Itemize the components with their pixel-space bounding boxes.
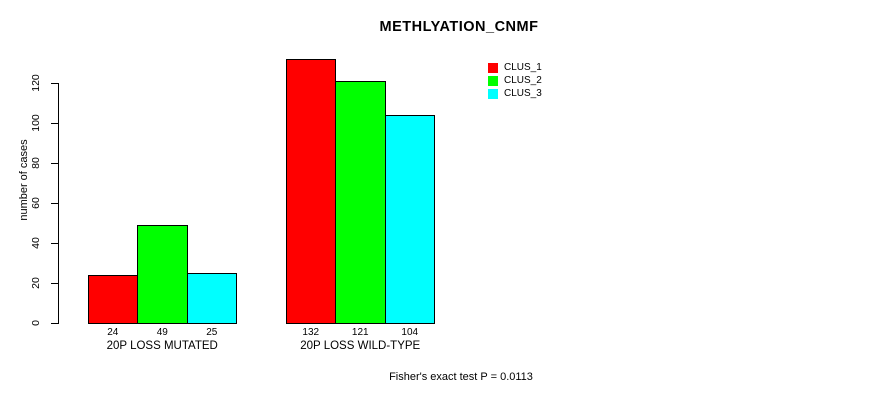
legend-label: CLUS_3 [504, 88, 542, 99]
x-category-label: 20P LOSS WILD-TYPE [300, 340, 421, 352]
y-axis-title: number of cases [18, 139, 30, 221]
y-tick-mark [51, 203, 58, 204]
y-tick-mark [51, 83, 58, 84]
y-tick-mark [51, 123, 58, 124]
y-tick-mark [51, 283, 58, 284]
bar-clus_3-group1 [186, 273, 237, 324]
legend-item: CLUS_3 [488, 87, 542, 100]
legend-swatch-clus_3 [488, 88, 498, 99]
legend-label: CLUS_2 [504, 75, 542, 86]
y-tick-label: 20 [30, 277, 42, 289]
bar-value-label: 104 [401, 327, 419, 338]
legend-label: CLUS_1 [504, 62, 542, 73]
y-tick-label: 60 [30, 197, 42, 209]
bar-value-label: 24 [107, 327, 119, 338]
y-tick-mark [51, 323, 58, 324]
bar-clus_1-group1 [87, 275, 138, 324]
y-axis-line [58, 83, 59, 324]
bar-clus_3-group2 [384, 115, 435, 324]
y-tick-label: 100 [30, 114, 42, 132]
bar-clus_2-group1 [137, 225, 188, 324]
y-tick-mark [51, 163, 58, 164]
bar-value-label: 121 [351, 327, 369, 338]
bar-value-label: 49 [156, 327, 168, 338]
chart-title: METHLYATION_CNMF [379, 19, 539, 35]
bar-value-label: 132 [302, 327, 320, 338]
legend-swatch-clus_1 [488, 62, 498, 73]
legend-item: CLUS_1 [488, 61, 542, 74]
y-tick-label: 80 [30, 157, 42, 169]
y-tick-mark [51, 243, 58, 244]
legend: CLUS_1 CLUS_2 CLUS_3 [488, 61, 542, 100]
fisher-test-annotation: Fisher's exact test P = 0.0113 [389, 371, 533, 383]
legend-swatch-clus_2 [488, 75, 498, 86]
y-tick-label: 0 [30, 320, 42, 326]
bar-clus_2-group2 [335, 81, 386, 324]
y-tick-label: 120 [30, 74, 42, 92]
legend-item: CLUS_2 [488, 74, 542, 87]
bar-clus_1-group2 [285, 59, 336, 324]
bar-value-label: 25 [206, 327, 218, 338]
x-category-label: 20P LOSS MUTATED [106, 340, 218, 352]
y-tick-label: 40 [30, 237, 42, 249]
